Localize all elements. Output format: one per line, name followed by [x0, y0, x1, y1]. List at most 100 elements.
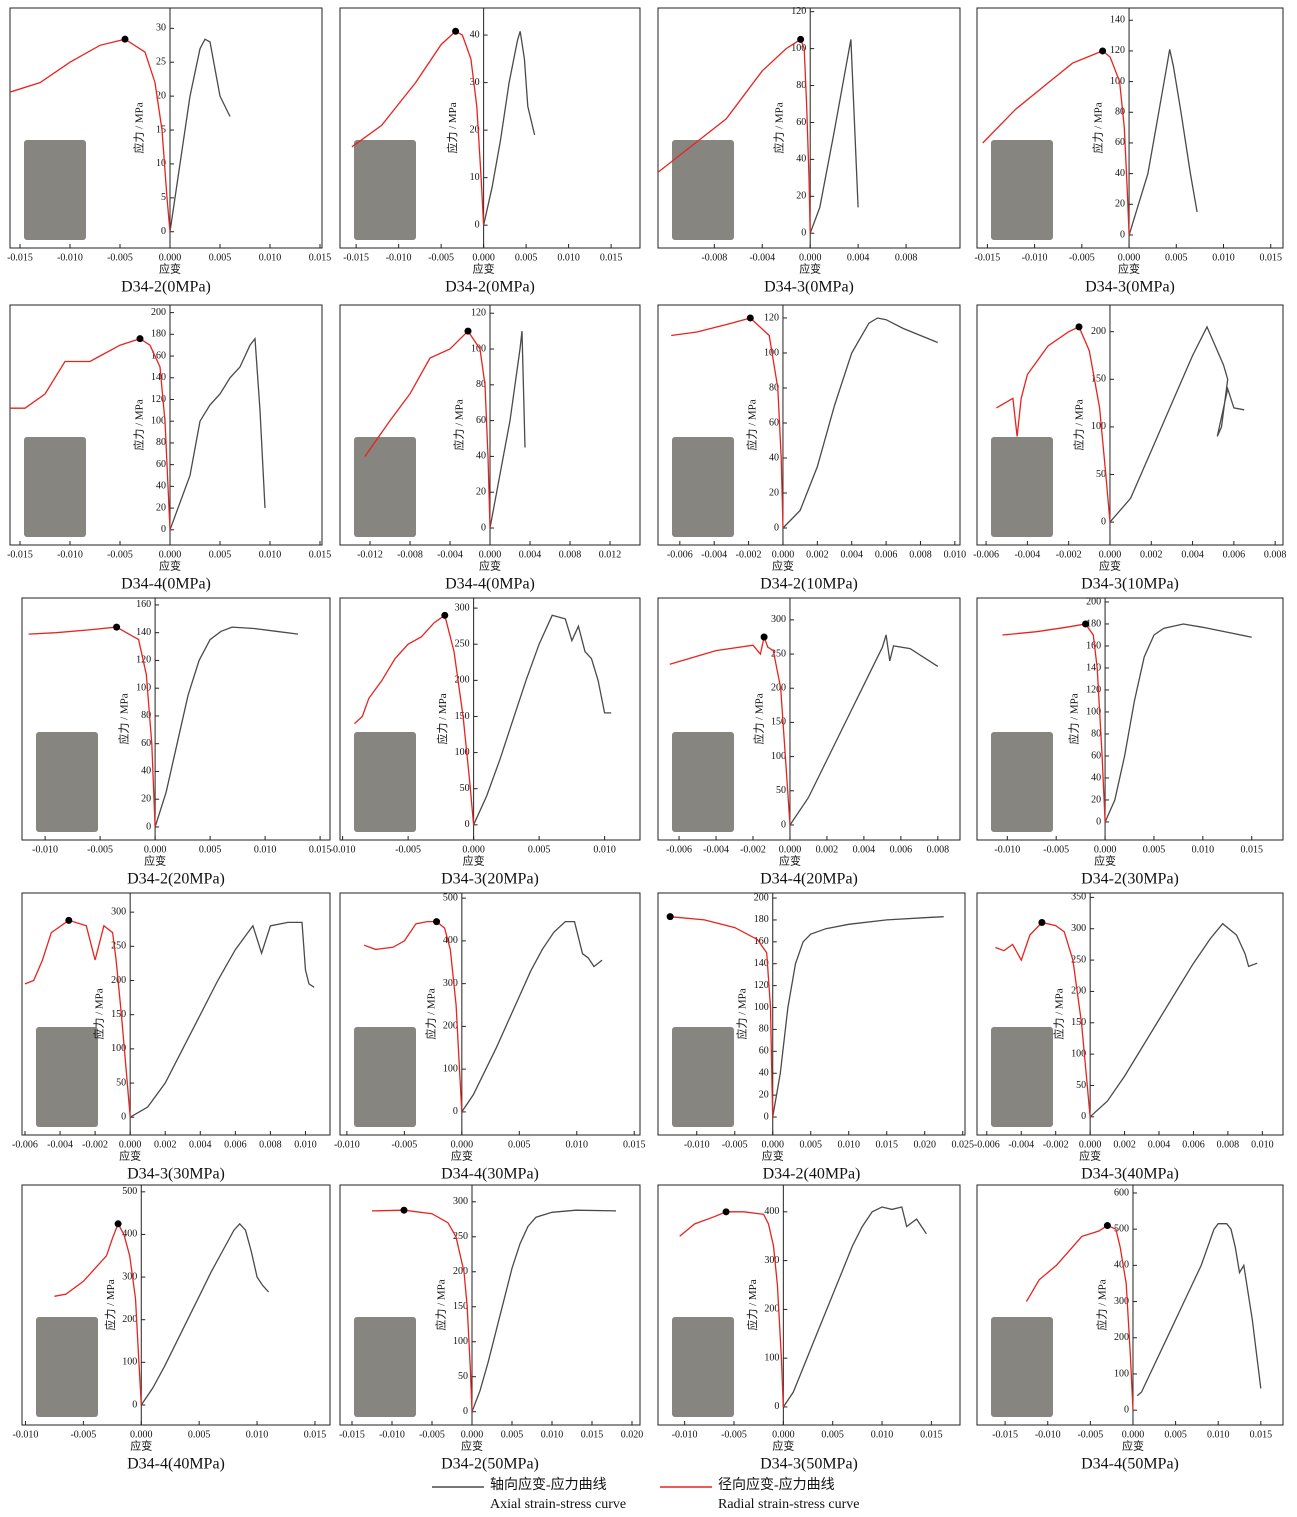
- y-tick-label: 250: [1071, 954, 1086, 965]
- x-tick-label: 0.015: [581, 1429, 604, 1440]
- subplot-title: D34-3(20MPa): [441, 871, 539, 888]
- x-tick-label: -0.002: [1043, 1139, 1069, 1150]
- peak-marker: [441, 611, 449, 619]
- x-tick-label: -0.015: [7, 549, 33, 560]
- x-tick-label: 0.000: [472, 252, 495, 263]
- x-tick-label: 0.025: [951, 1139, 974, 1150]
- x-axis-label: 应变: [1118, 262, 1140, 276]
- subplot-title: D34-4(20MPa): [760, 871, 858, 888]
- x-tick-label: 0.000: [799, 252, 822, 263]
- y-axis-label: 应力 / MPa: [1091, 102, 1105, 153]
- y-tick-label: 0: [1124, 1404, 1129, 1415]
- subplot: -0.015 -0.010 -0.005 0.000 0.005 0.010 0.015 0 1…: [976, 1184, 1284, 1473]
- y-tick-label: 80: [796, 80, 806, 91]
- curve: [1089, 922, 1258, 1118]
- x-tick-label: 0.015: [623, 1139, 646, 1150]
- plot-frame: [339, 597, 641, 841]
- y-tick-label: 20: [156, 502, 166, 513]
- x-axis-label: 应变: [119, 1149, 141, 1163]
- x-tick-label: 0.004: [853, 844, 876, 855]
- x-tick-label: -0.004: [1008, 1139, 1034, 1150]
- y-tick-label: 200: [151, 307, 166, 318]
- specimen-photo: [354, 1317, 416, 1417]
- y-tick-label: 60: [796, 117, 806, 128]
- y-axis-label: 应力 / MPa: [423, 988, 437, 1039]
- specimen-photo: [672, 437, 734, 537]
- x-tick-label: -0.006: [667, 549, 693, 560]
- x-tick-label: 0.000: [479, 549, 502, 560]
- subplot-title: D34-2(0MPa): [121, 279, 211, 296]
- y-tick-label: 10: [470, 172, 480, 183]
- x-tick-label: 0.015: [1250, 1429, 1273, 1440]
- y-tick-label: 0: [453, 1106, 458, 1117]
- x-tick-label: 0.005: [209, 252, 232, 263]
- y-tick-label: 160: [136, 599, 151, 610]
- y-tick-label: 500: [443, 892, 458, 903]
- x-tick-label: 0.010: [593, 844, 616, 855]
- x-tick-label: -0.010: [684, 1139, 710, 1150]
- subplot-title: D34-2(20MPa): [127, 871, 225, 888]
- y-tick-label: 0: [774, 1401, 779, 1412]
- x-tick-label: 0.020: [621, 1429, 644, 1440]
- curve: [364, 330, 491, 529]
- y-tick-label: 100: [754, 1002, 769, 1013]
- x-tick-label: 0.010: [1251, 1139, 1274, 1150]
- y-tick-label: 180: [754, 914, 769, 925]
- y-tick-label: 500: [1114, 1223, 1129, 1234]
- y-tick-label: 250: [453, 1231, 468, 1242]
- y-tick-label: 100: [453, 1336, 468, 1347]
- y-tick-label: 20: [1115, 199, 1125, 210]
- x-tick-label: -0.006: [666, 844, 692, 855]
- x-tick-label: -0.010: [330, 844, 356, 855]
- y-tick-label: 40: [141, 766, 151, 777]
- x-tick-label: 0.010: [246, 1429, 269, 1440]
- x-axis-label: 应变: [473, 262, 495, 276]
- y-tick-label: 160: [151, 350, 166, 361]
- subplot: -0.015 -0.010 -0.005 0.000 0.005 0.010 0.015 0 2…: [7, 304, 331, 593]
- x-axis-label: 应变: [461, 1439, 483, 1453]
- x-axis-label: 应变: [1079, 1149, 1101, 1163]
- x-tick-label: 0.005: [199, 844, 222, 855]
- y-tick-label: 60: [759, 1046, 769, 1057]
- x-axis-label: 应变: [1099, 559, 1121, 573]
- x-tick-label: -0.010: [334, 1139, 360, 1150]
- y-tick-label: 300: [1071, 923, 1086, 934]
- x-axis-label: 应变: [772, 559, 794, 573]
- x-axis-label: 应变: [144, 854, 166, 868]
- y-tick-label: 60: [141, 738, 151, 749]
- y-tick-label: 100: [443, 1063, 458, 1074]
- x-tick-label: -0.002: [1056, 549, 1082, 560]
- y-tick-label: 140: [151, 372, 166, 383]
- y-tick-label: 60: [156, 459, 166, 470]
- x-tick-label: -0.005: [107, 549, 133, 560]
- subplot: -0.006 -0.004 -0.002 0.000 0.002 0.004 0.006 0.…: [657, 597, 961, 888]
- curve: [1109, 325, 1245, 523]
- curve: [54, 1222, 142, 1406]
- curve: [28, 626, 156, 828]
- subplot: -0.006 -0.004 -0.002 0.000 0.002 0.004 0.006 0.…: [973, 304, 1286, 593]
- x-tick-label: 0.006: [224, 1139, 247, 1150]
- subplot-title: D34-3(50MPa): [760, 1456, 858, 1473]
- y-tick-label: 100: [1114, 1368, 1129, 1379]
- y-tick-label: 10: [156, 158, 166, 169]
- x-axis-label: 应变: [799, 262, 821, 276]
- subplot-title: D34-3(0MPa): [764, 279, 854, 296]
- y-tick-label: 50: [460, 783, 470, 794]
- y-tick-label: 300: [453, 1196, 468, 1207]
- curve: [996, 326, 1111, 523]
- x-tick-label: -0.006: [12, 1139, 38, 1150]
- curve: [782, 317, 938, 529]
- subplot: -0.015 -0.010 -0.005 0.000 0.005 0.010 0.015 0.…: [339, 1184, 644, 1473]
- x-tick-label: -0.006: [973, 549, 999, 560]
- x-tick-label: -0.005: [419, 1429, 445, 1440]
- y-axis-label: 应力 / MPa: [445, 102, 459, 153]
- y-tick-label: 160: [754, 936, 769, 947]
- curve: [782, 1206, 927, 1408]
- y-tick-label: 0: [161, 226, 166, 237]
- x-tick-label: 0.010: [557, 252, 580, 263]
- y-tick-label: 120: [1110, 45, 1125, 56]
- x-tick-label: 0.000: [772, 1429, 795, 1440]
- x-tick-label: -0.005: [391, 1139, 417, 1150]
- y-tick-label: 40: [769, 452, 779, 463]
- y-axis-label: 应力 / MPa: [132, 399, 146, 450]
